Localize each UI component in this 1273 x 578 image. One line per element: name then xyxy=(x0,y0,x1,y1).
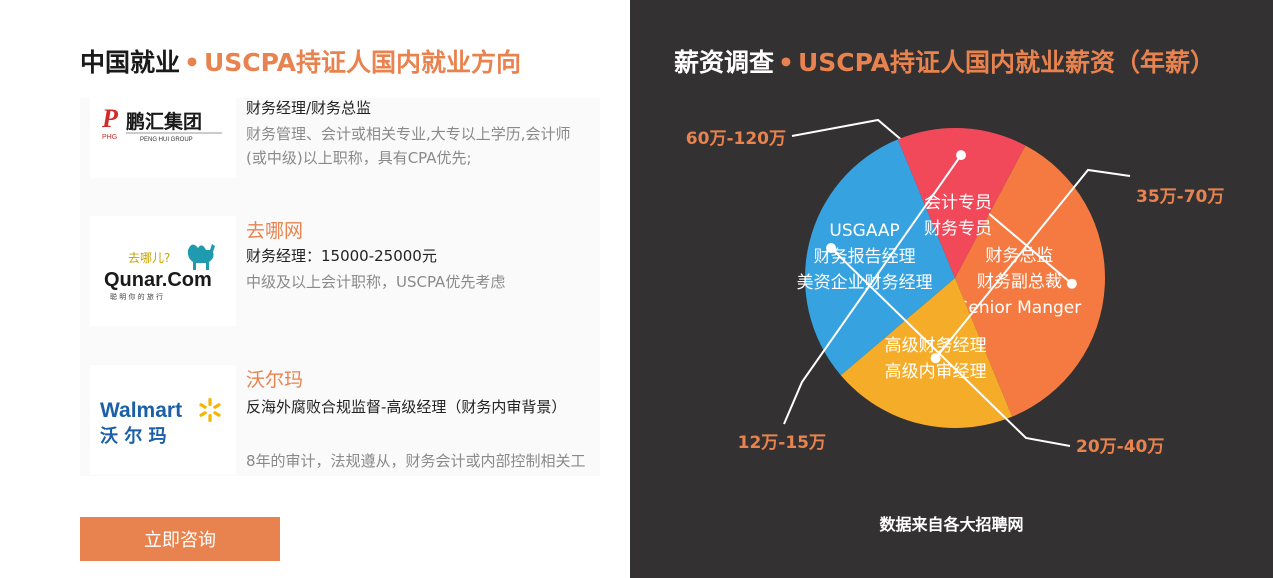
pie-leader-line xyxy=(830,247,1071,447)
svg-text:聪 明 你 的 旅 行: 聪 明 你 的 旅 行 xyxy=(110,292,163,301)
qunar-logo-icon: 去哪儿? Qunar.Com 聪 明 你 的 旅 行 xyxy=(104,244,215,301)
data-source-note: 数据来自各大招聘网 xyxy=(879,515,1024,534)
camel-icon xyxy=(187,244,215,270)
salary-title-accent: USCPA持证人国内就业薪资（年薪） xyxy=(798,48,1216,77)
pie-slice xyxy=(897,127,1026,278)
title-dot: • xyxy=(184,48,200,77)
job-position: 财务经理：15000-25000元 xyxy=(246,247,437,265)
pie-leader-line xyxy=(791,118,1073,285)
pie-leader-line xyxy=(934,168,1131,359)
svg-text:Walmart: Walmart xyxy=(100,399,182,422)
pie-slice-role-label: 美资企业财务经理 xyxy=(797,273,933,293)
salary-panel: 薪资调查 • USCPA持证人国内就业薪资（年薪） 财务总监 财务副总裁 Senior … xyxy=(630,0,1273,578)
pie-salary-range-label: 35万-70万 xyxy=(1136,187,1224,207)
penghui-logo-icon: P PHG 鹏汇集团 PENG HUI GROUP xyxy=(101,104,222,143)
walmart-logo: Walmart 沃 尔 玛 xyxy=(90,365,236,475)
svg-text:Qunar.Com: Qunar.Com xyxy=(104,269,212,291)
job-requirement: 中级及以上会计职称，USCPA优先考虑 xyxy=(246,273,506,291)
svg-text:去哪儿?: 去哪儿? xyxy=(128,251,170,265)
pie-salary-range-label: 60万-120万 xyxy=(686,129,786,149)
job-list[interactable]: P PHG 鹏汇集团 PENG HUI GROUP 财务经理/财务总监 财务管理… xyxy=(80,98,600,476)
pie-slice-role-label: 财务副总裁 xyxy=(977,272,1062,292)
title-dot: • xyxy=(778,48,794,77)
pie-slice-role-label: 会计专员 xyxy=(924,193,992,213)
pie-salary-range-label: 20万-40万 xyxy=(1076,437,1164,457)
penghui-logo: P PHG 鹏汇集团 PENG HUI GROUP xyxy=(90,98,236,178)
pie-slice-role-label: 财务报告经理 xyxy=(814,247,916,267)
pie-slice xyxy=(955,145,1105,417)
salary-title: 薪资调查 • USCPA持证人国内就业薪资（年薪） xyxy=(674,43,1215,79)
company-name[interactable]: 沃尔玛 xyxy=(246,369,304,391)
svg-text:沃 尔 玛: 沃 尔 玛 xyxy=(100,425,167,447)
employment-title-accent: USCPA持证人国内就业方向 xyxy=(204,48,522,77)
job-requirement: 财务管理、会计或相关专业,大专以上学历,会计师(或中级)以上职称，具有CPA优先… xyxy=(246,125,571,167)
spark-icon xyxy=(199,398,221,422)
svg-text:P: P xyxy=(101,104,119,133)
company-name[interactable]: 去哪网 xyxy=(246,220,304,242)
job-position: 财务经理/财务总监 xyxy=(246,99,372,117)
employment-panel: 中国就业 • USCPA持证人国内就业方向 P PHG 鹏汇集团 PENG HUI … xyxy=(0,0,630,578)
job-position: 反海外腐败合规监督-高级经理（财务内审背景） xyxy=(246,398,567,416)
svg-text:鹏汇集团: 鹏汇集团 xyxy=(126,110,202,133)
svg-text:PENG HUI GROUP: PENG HUI GROUP xyxy=(140,137,193,143)
pie-salary-range-label: 12万-15万 xyxy=(738,433,826,453)
salary-title-main: 薪资调查 xyxy=(674,48,775,77)
consult-button[interactable]: 立即咨询 xyxy=(80,517,280,561)
job-requirement: 8年的审计，法规遵从，财务会计或内部控制相关工作经验 xyxy=(246,452,586,470)
pie-slice-role-label: USGAAP xyxy=(829,221,899,241)
employment-title-main: 中国就业 xyxy=(80,48,181,77)
pie-slice-role-label: 高级财务经理 xyxy=(885,336,987,356)
pie-slice-role-label: 高级内审经理 xyxy=(885,362,987,382)
svg-text:PHG: PHG xyxy=(102,134,117,141)
pie-slice xyxy=(805,139,955,376)
employment-title: 中国就业 • USCPA持证人国内就业方向 xyxy=(80,43,521,79)
qunar-logo: 去哪儿? Qunar.Com 聪 明 你 的 旅 行 xyxy=(90,216,236,326)
pie-leader-line xyxy=(783,154,962,425)
walmart-logo-icon: Walmart 沃 尔 玛 xyxy=(100,398,221,447)
pie-slice-role-label: Senior Manger xyxy=(958,298,1082,318)
pie-slice-role-label: 财务专员 xyxy=(924,219,992,239)
